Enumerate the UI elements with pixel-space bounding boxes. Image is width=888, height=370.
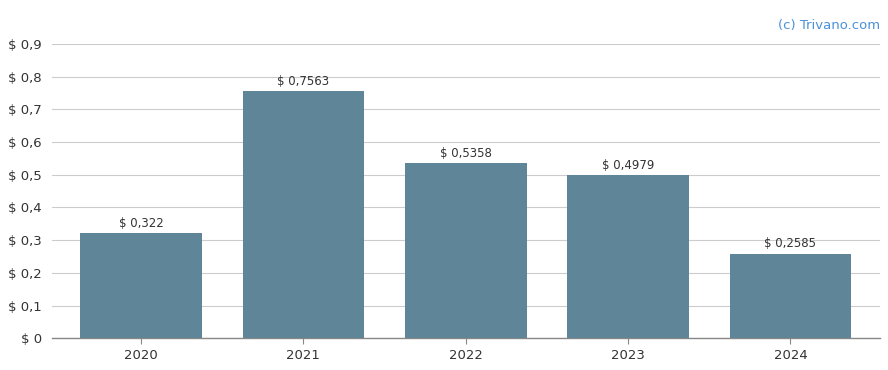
Text: $ 0,5358: $ 0,5358 — [440, 147, 492, 160]
Text: $ 0,2585: $ 0,2585 — [765, 238, 816, 250]
Bar — [242, 91, 364, 338]
Text: $ 0,322: $ 0,322 — [119, 217, 163, 230]
Bar — [730, 254, 852, 338]
Text: (c) Trivano.com: (c) Trivano.com — [778, 19, 880, 32]
Bar — [567, 175, 689, 338]
Text: $ 0,7563: $ 0,7563 — [277, 75, 329, 88]
Bar — [405, 163, 527, 338]
Text: $ 0,4979: $ 0,4979 — [602, 159, 654, 172]
Bar — [80, 233, 202, 338]
